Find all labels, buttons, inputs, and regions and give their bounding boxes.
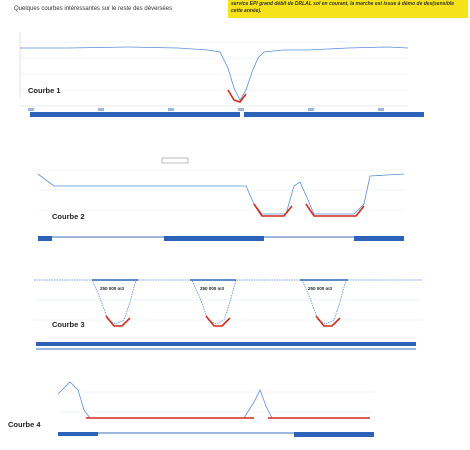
chart-panel-2: Courbe 2 — [24, 140, 414, 252]
chart-1-svg[interactable] — [8, 28, 440, 124]
volume-pill-1: 250 000 m3 — [100, 286, 125, 291]
curve-label-4: Courbe 4 — [8, 420, 41, 429]
chart-3-svg[interactable] — [22, 262, 432, 362]
curve-label-1: Courbe 1 — [28, 86, 61, 95]
chart-panel-1: Courbe 1 — [8, 28, 440, 124]
curve-label-3: Courbe 3 — [52, 320, 85, 329]
volume-pill-3: 250 000 m3 — [308, 286, 333, 291]
curve-label-2: Courbe 2 — [52, 212, 85, 221]
chart-2-svg[interactable] — [24, 140, 414, 252]
chart-panel-4: Courbe 4 — [8, 372, 384, 448]
chart-4-svg[interactable] — [44, 372, 384, 448]
volume-pill-2: 250 000 m3 — [200, 286, 225, 291]
page-title: Quelques courbes intéressantes sur le re… — [14, 6, 173, 12]
chart-panel-3: Courbe 3 250 000 m3 250 000 m3 250 000 m… — [22, 262, 432, 362]
note-banner: service EPI grand débit de DRLAL sol en … — [228, 0, 468, 18]
